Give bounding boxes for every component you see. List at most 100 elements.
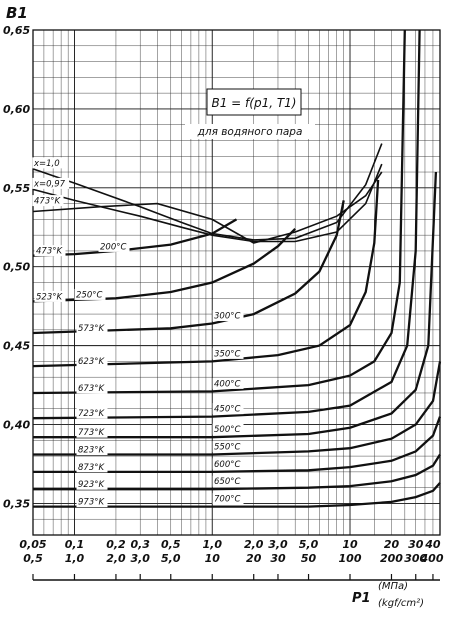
curve-label-k-bg [76,461,108,473]
isotherm-line [32,29,406,395]
x-tick-label-kgf: 3,0 [130,552,150,565]
x-tick-label-mpa: 0,3 [130,538,150,551]
curve-label-c-bg [212,423,244,435]
saturation-line [32,163,383,243]
x-tick-label-kgf: 400 [420,552,444,565]
curve-label-c-bg [212,403,244,415]
curve-label-k: 923°K [78,480,105,490]
curve-label-c-bg [212,458,244,470]
curve-label-k-bg [76,426,108,438]
isotherm-line [33,416,442,474]
quality-label: x=0,97 [33,179,66,189]
isotherm-line [33,482,441,508]
curve-label-k: 573°K [78,324,105,334]
curve-label-k-bg [76,478,108,490]
x-tick-label-mpa: 10 [342,538,358,551]
x-tick-label-kgf: 0,5 [23,552,43,565]
tick-labels: 0,35 0,40 0,45 0,50 0,55 0,60 0,65 0,05 0,1 0,2 0,… [3,24,444,580]
plot-frame [32,29,441,536]
x-tick-label-mpa: 2,0 [244,538,264,551]
x-tick-label-kgf: 200 [380,552,403,565]
curve-label-k-bg [34,245,66,257]
curve-label-c: 400°C [214,379,240,389]
x-tick-label-mpa: 20 [384,538,400,551]
curve-label-c: 450°C [214,405,240,415]
isotherm-line [32,29,421,420]
curve-label-c-bg [212,475,244,487]
y-tick-label: 0,60 [3,103,30,116]
curve-label-c: 700°C [214,495,240,505]
curve-label-c-bg [212,310,244,322]
x-tick-label-mpa: 5,0 [299,538,319,551]
chart-title: B1 = f(p1, T1) [212,96,297,110]
y-tick-label: 0,55 [3,182,30,195]
quality-label-bg [32,177,70,189]
curve-label-c-bg [98,240,130,252]
curve-label-c: 300°C [214,312,240,322]
x-tick-label-mpa: 0,2 [106,538,126,551]
x-tick-label-kgf: 5,0 [161,552,181,565]
curve-label-c-bg [74,288,106,300]
curve-label-k: 723°K [78,409,105,419]
curve-label-k-bg [76,444,108,456]
isotherm-line [33,453,441,491]
curves [32,29,442,508]
curve-label-k: 523°K [36,292,63,302]
curve-label-k: 473°K [36,247,63,257]
curve-label-c-bg [212,441,244,453]
curve-label-k: 873°K [78,463,105,473]
curve-label-k: 973°K [78,498,105,508]
curve-label-k-bg [76,407,108,419]
x-tick-label-mpa: 0,5 [161,538,181,551]
isotherm-line [32,218,238,257]
quality-label: x=1,0 [33,159,60,169]
curve-label-k: 673°K [78,384,105,394]
x-tick-label-mpa: 0,05 [19,538,46,551]
y-tick-label: 0,50 [3,261,30,274]
x-tick-label-mpa: 3,0 [268,538,288,551]
quality-label-bg [32,157,64,169]
curve-label-c: 250°C [76,290,102,300]
y-tick-label: 0,45 [3,340,30,353]
curve-label-k-bg [76,355,108,367]
y-tick-label: 0,35 [3,497,30,510]
curve-label-k: 623°K [78,357,105,367]
x-tick-label-kgf: 300 [404,552,427,565]
curve-label-c: 500°C [214,425,240,435]
curve-label-k-bg [76,496,108,508]
x-tick-label-mpa: 30 [408,538,424,551]
isotherm-line [32,227,297,303]
x-tick-label-mpa: 40 [424,538,441,551]
isotherm-line [33,361,442,456]
x-tick-label-kgf: 10 [205,552,221,565]
x-tick-label-mpa: 0,1 [65,538,85,551]
isotherm-line [32,179,380,368]
curve-label-c: 200°C [100,242,126,252]
x-tick-label-kgf: 100 [339,552,362,565]
x-tick-label-kgf: 20 [246,552,262,565]
x-tick-label-kgf: 1,0 [65,552,85,565]
quality-label-bg [32,195,64,207]
isotherm-line [33,171,438,439]
y-axis-label: B1 [6,4,28,22]
y-tick-label: 0,65 [3,24,30,37]
y-tick-label: 0,40 [3,419,30,432]
curve-label-k-bg [34,290,66,302]
chart-subtitle: для водяного пара [197,126,303,138]
x-axis-label: P1 [352,591,371,606]
curve-label-c-bg [212,347,244,359]
curve-label-c: 600°C [214,460,240,470]
title-box: B1 = f(p1, T1) [206,88,302,116]
curve-label-c: 350°C [214,349,240,359]
curve-label-k: 823°K [78,446,105,456]
curve-label-k-bg [76,322,108,334]
x-axis-units-2: (kgf/cm²) [378,598,424,609]
curve-label-k: 773°K [78,428,105,438]
curve-label-c-bg [212,377,244,389]
curve-label-c: 650°C [214,477,240,487]
isotherm-line [32,200,345,335]
saturation-line [32,143,383,241]
quality-label: 473°K [34,197,61,207]
x-tick-label-mpa: 1,0 [202,538,222,551]
